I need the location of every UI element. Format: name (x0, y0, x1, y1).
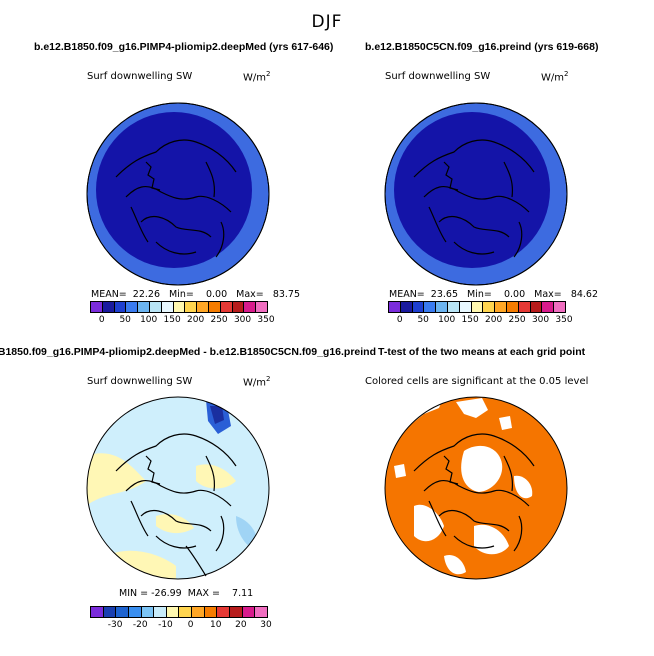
colorbar-swatch (138, 302, 150, 312)
colorbar-swatch (506, 302, 519, 312)
panel2-title: b.e12.B1850C5CN.f09_g16.preind (yrs 619-… (365, 41, 599, 53)
colorbar-swatch (242, 607, 256, 617)
colorbar-swatch (91, 607, 104, 617)
colorbar-swatch (208, 302, 221, 312)
colorbar-tick-label: 300 (233, 315, 252, 325)
colorbar-swatch (518, 302, 531, 312)
colorbar-tick-label: 30 (260, 620, 272, 630)
colorbar-tick-label: 250 (210, 315, 228, 325)
panel2-colorbar-ticks: 0 50 100 150 200 250 300 350 (388, 315, 573, 327)
colorbar-swatch (173, 302, 186, 312)
colorbar-tick-label: 350 (257, 315, 275, 325)
colorbar-tick-label: 0 (396, 315, 403, 325)
colorbar-tick-label: 350 (555, 315, 573, 325)
colorbar-swatch (166, 607, 180, 617)
colorbar-swatch (141, 607, 155, 617)
panel1-stats: MEAN= 22.26 Min= 0.00 Max= 83.75 (91, 289, 301, 300)
colorbar-swatch (389, 302, 401, 312)
panel1-title: b.e12.B1850.f09_g16.PIMP4-pliomip2.deepM… (34, 41, 334, 53)
colorbar-tick-label: 20 (235, 620, 247, 630)
colorbar-swatch (471, 302, 484, 312)
panel1-colorbar-ticks: 0 50 100 150 200 250 300 350 (90, 315, 275, 327)
colorbar-swatch (102, 302, 115, 312)
panel3-colorbar (90, 606, 268, 618)
colorbar-swatch (161, 302, 174, 312)
colorbar-swatch (400, 302, 413, 312)
colorbar-tick-label: 150 (163, 315, 181, 325)
colorbar-tick-label: 10 (209, 620, 222, 630)
panel3-variable-label: Surf downwelling SW (87, 376, 193, 387)
colorbar-tick-label: -20 (132, 620, 148, 630)
colorbar-swatch (412, 302, 425, 312)
colorbar-swatch (530, 302, 543, 312)
colorbar-swatch (126, 302, 139, 312)
colorbar-swatch (185, 302, 198, 312)
panel3-title: b.e12.B1850.f09_g16.PIMP4-pliomip2.deepM… (0, 346, 376, 358)
colorbar-swatch (192, 607, 205, 617)
colorbar-swatch (495, 302, 507, 312)
panel2-stats: MEAN= 23.65 Min= 0.00 Max= 84.62 (389, 289, 599, 300)
colorbar-swatch (230, 607, 243, 617)
panel2-colorbar (388, 301, 566, 313)
colorbar-swatch (447, 302, 460, 312)
colorbar-tick-label: 300 (531, 315, 550, 325)
colorbar-swatch (197, 302, 209, 312)
panel4-title: T-test of the two means at each grid poi… (378, 346, 586, 358)
colorbar-swatch (424, 302, 437, 312)
colorbar-swatch (483, 302, 496, 312)
panel3-title-clip: b.e12.B1850.f09_g16.PIMP4-pliomip2.deepM… (0, 344, 376, 360)
panel1-units: W/m2 (243, 70, 271, 84)
colorbar-swatch (232, 302, 245, 312)
colorbar-swatch (220, 302, 233, 312)
colorbar-swatch (436, 302, 448, 312)
panel2-polar-map (384, 102, 568, 286)
panel1-colorbar (90, 301, 268, 313)
colorbar-swatch (91, 302, 103, 312)
colorbar-swatch (542, 302, 555, 312)
panel4-variable-label: Colored cells are significant at the 0.0… (365, 376, 589, 387)
panel1-polar-map (86, 102, 270, 286)
colorbar-tick-label: 0 (187, 620, 194, 630)
figure-title: DJF (311, 12, 343, 32)
panel3-colorbar-ticks: -30 -20 -10 0 10 20 30 (90, 620, 272, 632)
colorbar-swatch (179, 607, 193, 617)
colorbar-tick-label: -10 (158, 620, 173, 630)
colorbar-swatch (204, 607, 218, 617)
colorbar-swatch (114, 302, 127, 312)
colorbar-tick-label: 150 (461, 315, 479, 325)
colorbar-swatch (103, 607, 117, 617)
colorbar-swatch (256, 302, 267, 312)
panel3-polar-map (86, 396, 270, 580)
colorbar-tick-label: 250 (508, 315, 526, 325)
panel2-units: W/m2 (541, 70, 569, 84)
colorbar-swatch (116, 607, 129, 617)
colorbar-tick-label: 200 (187, 315, 205, 325)
panel1-variable-label: Surf downwelling SW (87, 71, 193, 82)
colorbar-swatch (217, 607, 231, 617)
panel3-units: W/m2 (243, 375, 271, 389)
colorbar-swatch (149, 302, 162, 312)
colorbar-swatch (128, 607, 142, 617)
colorbar-swatch (244, 302, 257, 312)
colorbar-tick-label: 200 (485, 315, 503, 325)
panel3-stats: MIN = -26.99 MAX = 7.11 (119, 588, 254, 599)
panel2-variable-label: Surf downwelling SW (385, 71, 491, 82)
colorbar-tick-label: 100 (140, 315, 158, 325)
colorbar-swatch (554, 302, 565, 312)
colorbar-swatch (255, 607, 267, 617)
colorbar-tick-label: 50 (119, 315, 131, 325)
colorbar-swatch (154, 607, 167, 617)
colorbar-tick-label: 0 (98, 315, 105, 325)
panel4-polar-map (384, 396, 568, 580)
colorbar-swatch (459, 302, 472, 312)
colorbar-tick-label: 100 (438, 315, 456, 325)
colorbar-tick-label: 50 (417, 315, 429, 325)
colorbar-tick-label: -30 (107, 620, 123, 630)
